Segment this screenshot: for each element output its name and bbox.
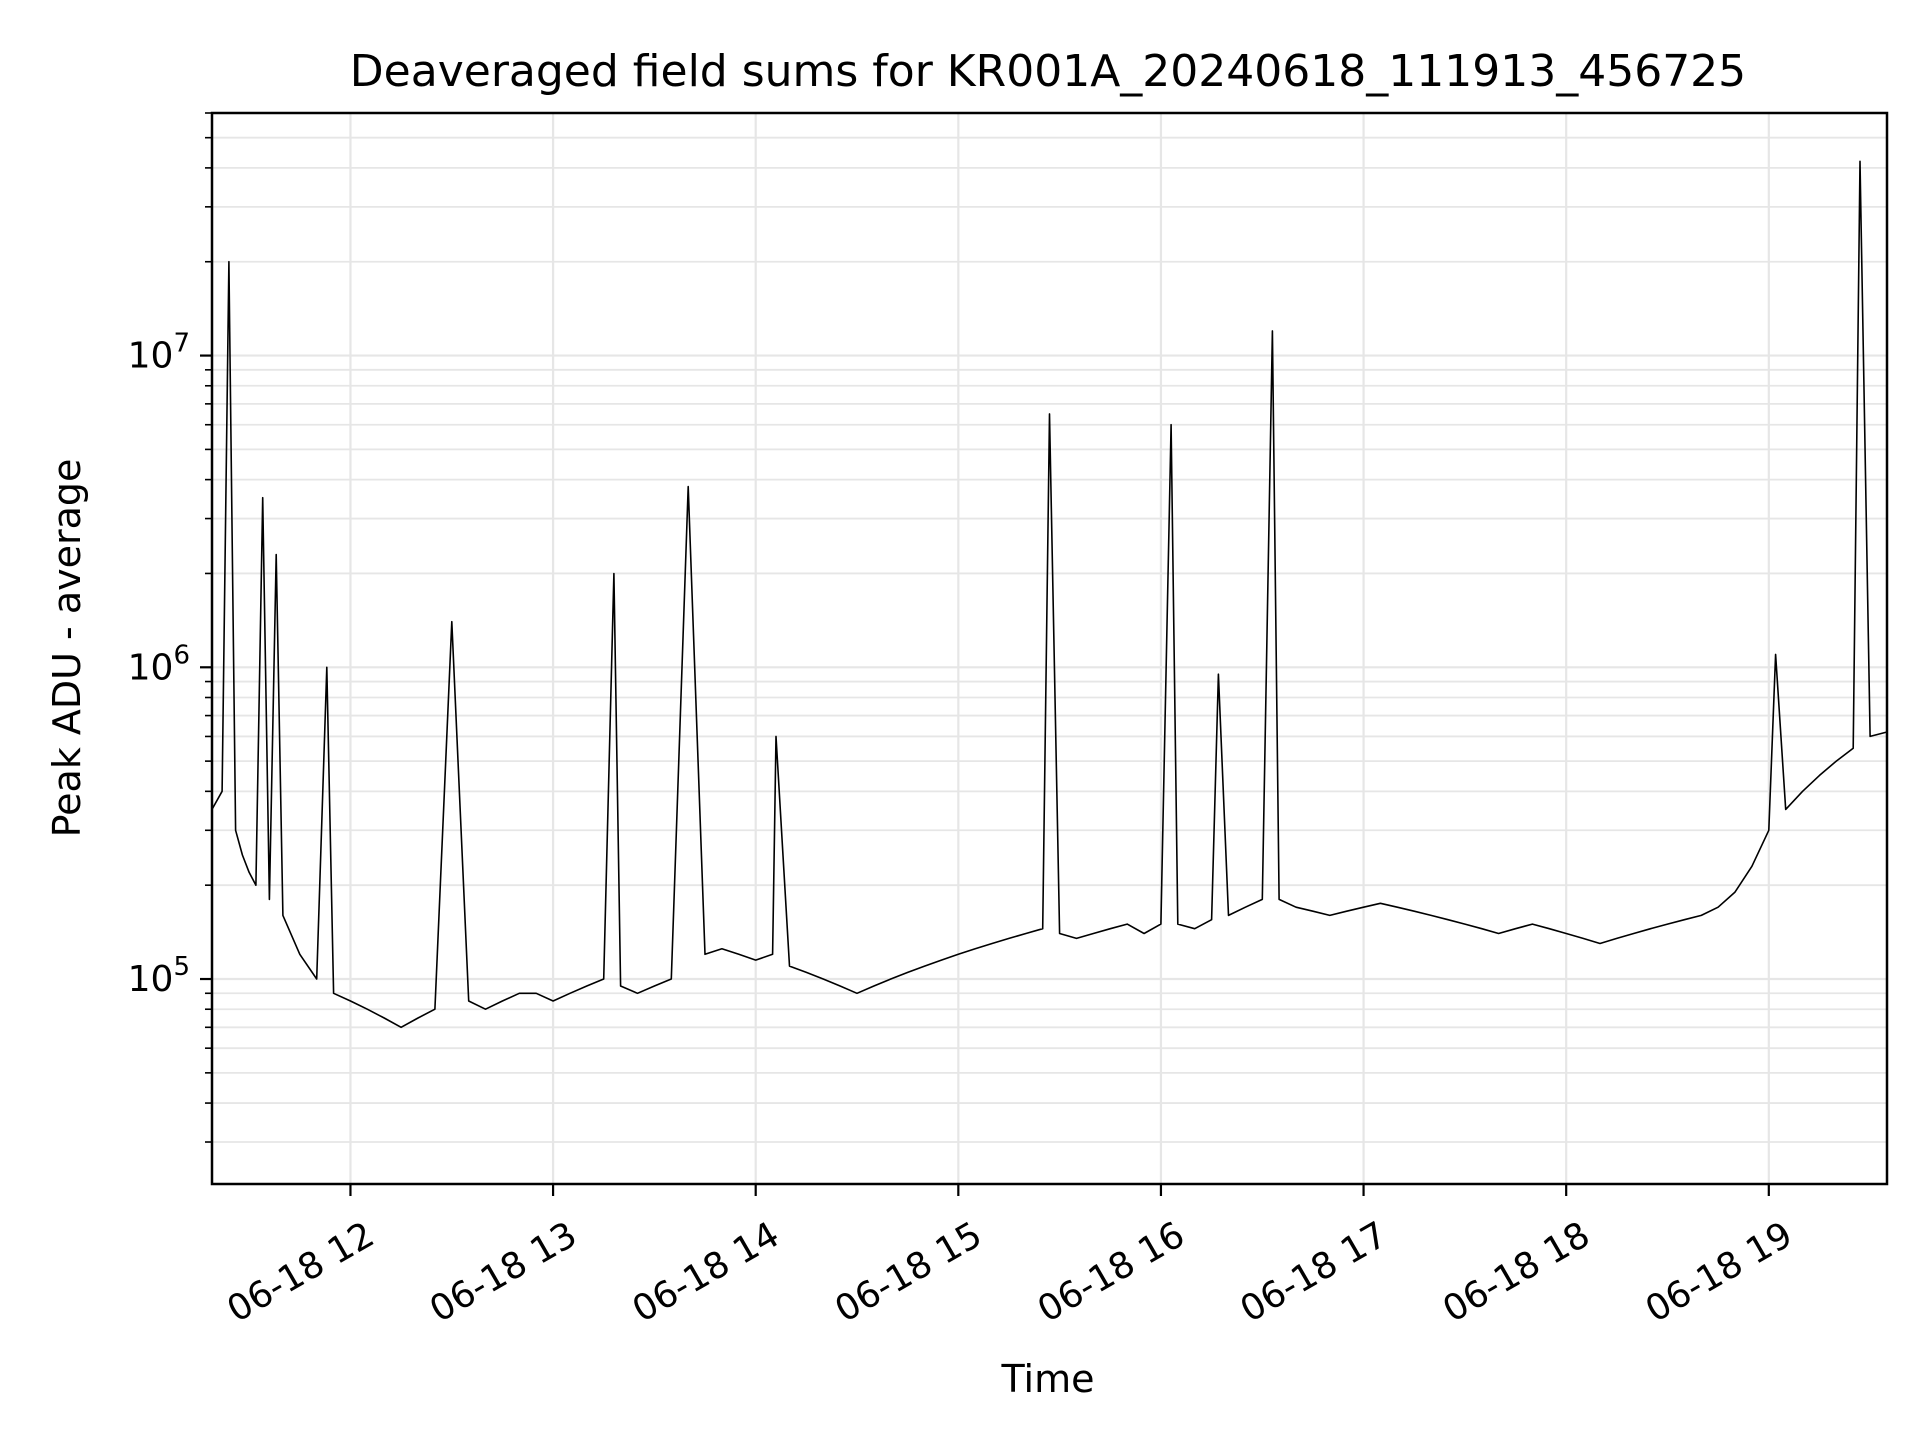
plot-frame [210,111,1889,1186]
y-tick-base: 10 [128,336,174,377]
x-tick-label: 06-18 16 [1031,1214,1192,1330]
tick-layer: 06-18 12 06-18 13 06-18 14 06-18 15 06-18 16… [128,112,1800,1331]
x-tick-label: 06-18 15 [828,1214,989,1330]
chart-title: Deaveraged field sums for KR001A_2024061… [350,46,1746,97]
grid-layer [212,112,1887,1184]
y-tick-label: 107 [128,329,190,377]
x-tick-label: 06-18 13 [423,1214,584,1330]
x-tick-label: 06-18 19 [1639,1214,1800,1330]
x-tick-label: 06-18 18 [1436,1214,1597,1330]
series-layer [211,160,1888,1029]
y-tick-label: 106 [128,640,190,688]
x-tick-label: 06-18 14 [626,1214,787,1330]
x-tick-label: 06-18 17 [1234,1214,1395,1330]
y-tick-exponent: 5 [173,952,190,982]
x-tick-label: 06-18 12 [220,1214,381,1330]
y-axis-label: Peak ADU - average [45,459,89,838]
series-line-0 [211,160,1888,1029]
y-tick-exponent: 7 [173,329,190,359]
y-tick-base: 10 [128,647,174,688]
y-tick-exponent: 6 [173,640,190,670]
y-tick-base: 10 [128,959,174,1000]
y-tick-label: 105 [128,952,190,1000]
x-axis-label: Time [1001,1357,1095,1401]
